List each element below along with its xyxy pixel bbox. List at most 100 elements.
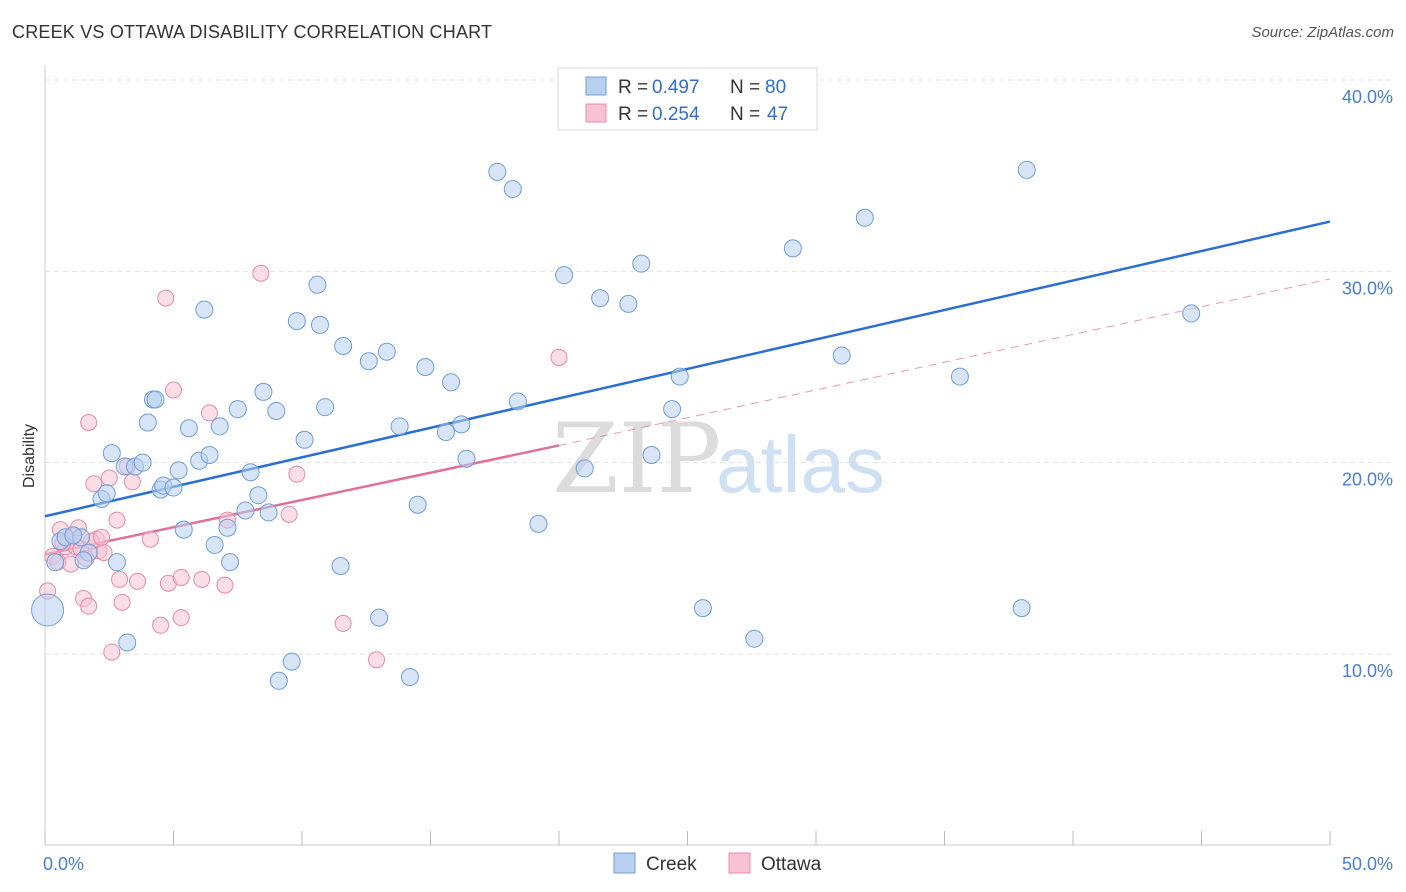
- creek-point: [107, 553, 126, 572]
- creek-point: [632, 254, 651, 273]
- ottawa-point: [141, 530, 159, 548]
- creek-point: [138, 413, 157, 432]
- creek-point: [488, 162, 507, 181]
- creek-point: [282, 652, 301, 671]
- ottawa-point: [80, 597, 98, 615]
- creek-point: [508, 392, 527, 411]
- creek-point: [370, 608, 389, 627]
- creek-point: [164, 478, 183, 497]
- y-axis-label: Disability: [21, 424, 38, 488]
- ottawa-point: [193, 570, 211, 588]
- ottawa-point: [288, 465, 306, 483]
- chart-title: CREEK VS OTTAWA DISABILITY CORRELATION C…: [12, 22, 493, 42]
- y-tick-label: 10.0%: [1342, 661, 1393, 681]
- creek-point: [529, 514, 548, 533]
- creek-point: [295, 430, 314, 449]
- legend-ottawa-r-label: R =: [618, 104, 648, 125]
- watermark-atlas: atlas: [716, 420, 885, 509]
- ottawa-point: [200, 404, 218, 422]
- creek-point: [146, 390, 165, 409]
- creek-point: [267, 402, 286, 421]
- creek-point: [1012, 599, 1031, 618]
- creek-point: [359, 352, 378, 371]
- creek-point: [46, 553, 65, 572]
- source-label: Source: ZipAtlas.com: [1251, 24, 1394, 41]
- creek-point: [642, 446, 661, 465]
- tick-labels: 10.0% 20.0% 30.0% 40.0% 0.0% 50.0%: [43, 87, 1393, 874]
- creek-point: [200, 446, 219, 465]
- ottawa-point: [100, 469, 118, 487]
- creek-point: [287, 312, 306, 331]
- creek-point: [269, 671, 288, 690]
- axes: [44, 66, 1331, 846]
- creek-point: [442, 373, 461, 392]
- legend-ottawa-r-value: 0.254: [652, 104, 700, 125]
- ottawa-point: [252, 264, 270, 282]
- legend-box: R = 0.497 N = 80 R = 0.254 N = 47: [557, 67, 818, 131]
- watermark: ZIP atlas: [552, 403, 885, 515]
- creek-point: [334, 336, 353, 355]
- creek-point: [218, 518, 237, 537]
- ottawa-point: [85, 475, 103, 493]
- creek-point: [436, 423, 455, 442]
- ottawa-point: [152, 616, 170, 634]
- creek-point: [400, 667, 419, 686]
- x-tick-label: 0.0%: [43, 854, 84, 874]
- y-tick-label: 40.0%: [1342, 87, 1393, 107]
- creek-point: [745, 629, 764, 648]
- creek-point: [310, 315, 329, 334]
- ottawa-point: [157, 289, 175, 307]
- creek-point: [31, 593, 65, 627]
- creek-point: [210, 417, 229, 436]
- legend-ottawa-swatch: [585, 103, 607, 123]
- creek-point: [308, 275, 327, 294]
- creek-point: [663, 400, 682, 419]
- creek-point: [950, 367, 969, 386]
- legend-creek-r-value: 0.497: [652, 77, 700, 98]
- creek-point: [102, 444, 121, 463]
- creek-point: [408, 495, 427, 514]
- creek-point: [221, 553, 240, 572]
- creek-point: [390, 417, 409, 436]
- ottawa-point: [103, 643, 121, 661]
- ottawa-point: [280, 505, 298, 523]
- creek-point: [457, 449, 476, 468]
- legend-ottawa-n-value: 47: [767, 104, 788, 125]
- ottawa-point: [334, 614, 352, 632]
- bottom-legend: Creek Ottawa: [613, 852, 822, 875]
- creek-point: [855, 208, 874, 227]
- creek-point: [236, 501, 255, 520]
- creek-point: [64, 526, 83, 545]
- creek-point: [1182, 304, 1201, 323]
- creek-point: [241, 463, 260, 482]
- legend-creek-r-label: R =: [618, 77, 648, 98]
- creek-point: [133, 453, 152, 472]
- data-points: [31, 160, 1201, 690]
- creek-point: [503, 180, 522, 199]
- grid-lines: [45, 79, 1393, 655]
- creek-point: [169, 461, 188, 480]
- creek-point: [575, 459, 594, 478]
- ottawa-point: [368, 651, 386, 669]
- creek-trend-line: [44, 220, 1331, 518]
- legend-creek-swatch: [585, 76, 607, 96]
- creek-point: [74, 551, 93, 570]
- ottawa-point: [80, 413, 98, 431]
- creek-point: [228, 400, 247, 419]
- creek-point: [783, 239, 802, 258]
- creek-point: [97, 484, 116, 503]
- ottawa-point: [172, 609, 190, 627]
- bottom-legend-creek-swatch: [613, 852, 636, 874]
- watermark-zip: ZIP: [552, 403, 721, 515]
- creek-point: [416, 358, 435, 376]
- ottawa-point: [165, 381, 182, 399]
- creek-point: [591, 289, 610, 308]
- x-tick-label: 50.0%: [1342, 854, 1393, 874]
- y-tick-label: 30.0%: [1342, 278, 1393, 298]
- creek-point: [1017, 160, 1036, 179]
- bottom-legend-ottawa-swatch: [728, 852, 751, 874]
- creek-point: [118, 633, 137, 652]
- creek-point: [205, 535, 224, 554]
- y-tick-label: 20.0%: [1342, 470, 1393, 490]
